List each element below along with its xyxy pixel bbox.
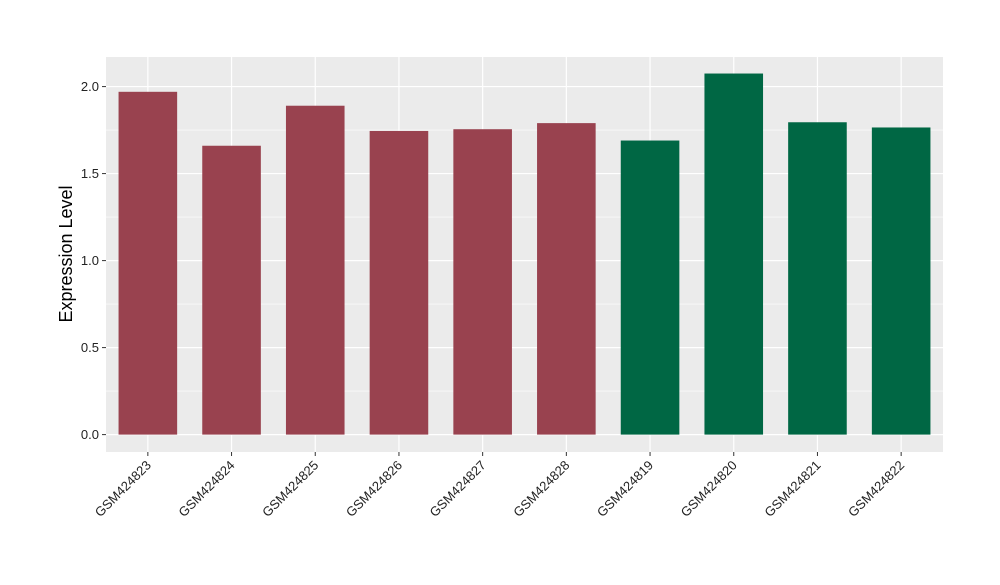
bar-GSM424824 bbox=[202, 145, 261, 435]
bars-group bbox=[118, 73, 931, 435]
bar-GSM424823 bbox=[118, 91, 178, 435]
y-axis-title: Expression Level bbox=[56, 185, 76, 322]
y-tick-label: 0.0 bbox=[81, 427, 99, 442]
x-tick-label: GSM424819 bbox=[594, 458, 656, 520]
y-tick-label: 1.0 bbox=[81, 253, 99, 268]
y-tick-label: 1.5 bbox=[81, 166, 99, 181]
x-tick-label: GSM424821 bbox=[761, 458, 823, 520]
bar-GSM424819 bbox=[620, 140, 680, 435]
x-tick-label: GSM424825 bbox=[259, 458, 321, 520]
y-axis: 0.0 0.5 1.0 1.5 2.0 bbox=[81, 79, 106, 442]
x-tick-label: GSM424820 bbox=[678, 458, 740, 520]
bar-GSM424825 bbox=[285, 105, 345, 435]
x-tick-label: GSM424826 bbox=[343, 458, 405, 520]
x-tick-label: GSM424822 bbox=[845, 458, 907, 520]
x-tick-label: GSM424823 bbox=[92, 458, 154, 520]
bar-GSM424821 bbox=[788, 122, 847, 435]
x-tick-label: GSM424828 bbox=[510, 458, 572, 520]
bar-GSM424827 bbox=[453, 129, 512, 435]
bar-GSM424826 bbox=[369, 130, 429, 435]
x-tick-label: GSM424827 bbox=[427, 458, 489, 520]
y-tick-label: 2.0 bbox=[81, 79, 99, 94]
bar-GSM424822 bbox=[871, 127, 931, 435]
x-axis: GSM424823 GSM424824 GSM424825 GSM424826 GSM4… bbox=[92, 452, 907, 520]
y-tick-label: 0.5 bbox=[81, 340, 99, 355]
bar-GSM424820 bbox=[704, 73, 764, 435]
x-tick-label: GSM424824 bbox=[175, 458, 237, 520]
bar-GSM424828 bbox=[537, 123, 596, 435]
